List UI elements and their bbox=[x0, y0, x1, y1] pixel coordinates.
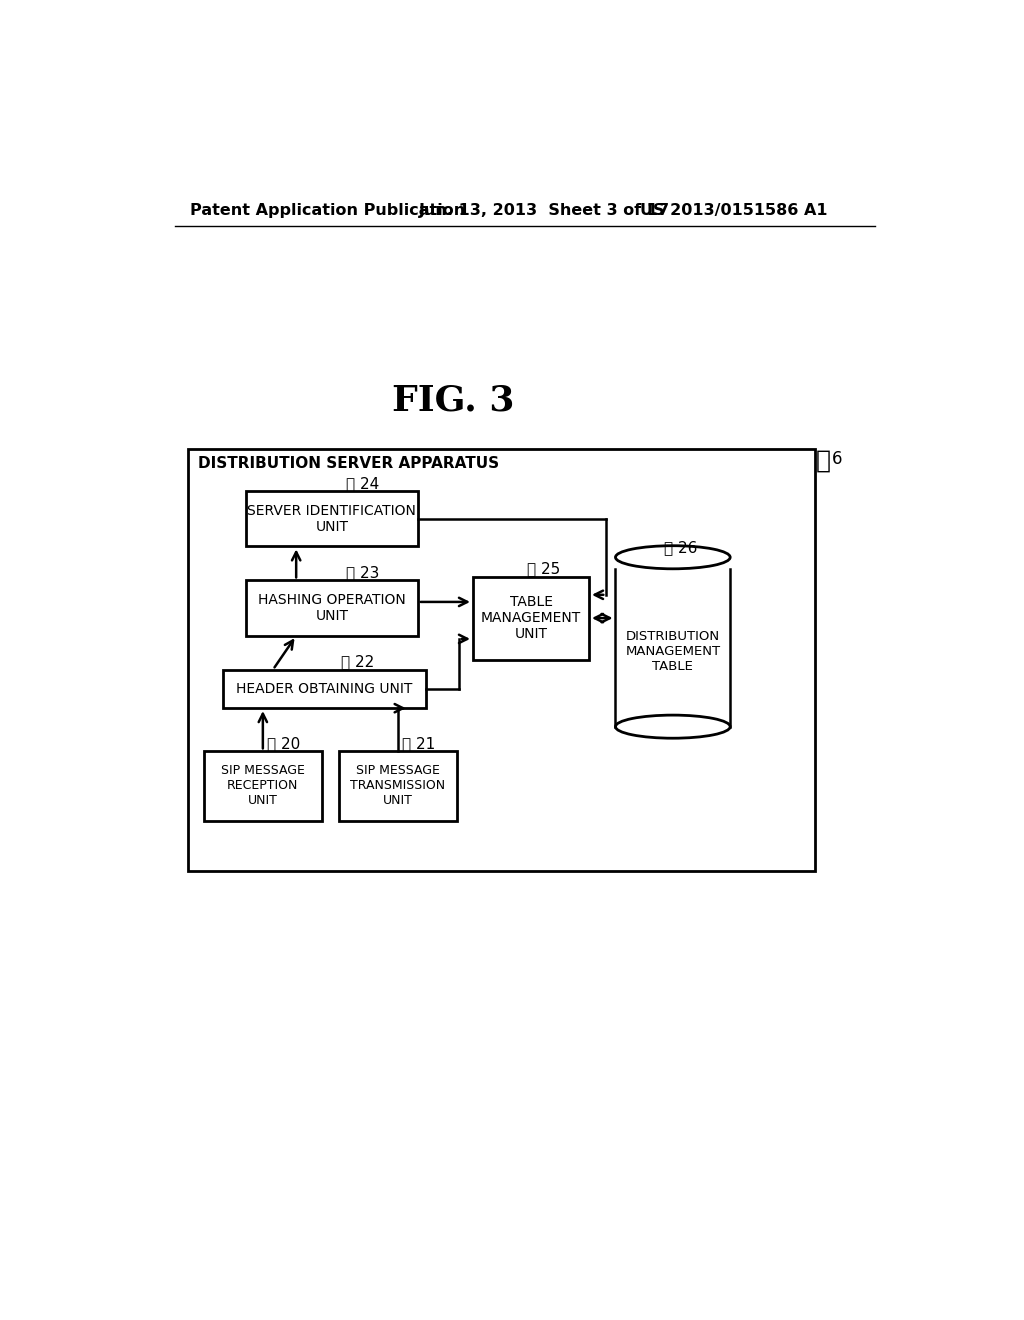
Bar bbox=[222, 669, 426, 708]
Bar bbox=[188, 450, 815, 871]
Bar bbox=[339, 751, 457, 821]
Text: FIG. 3: FIG. 3 bbox=[392, 384, 515, 418]
Text: ⎰ 25: ⎰ 25 bbox=[527, 561, 560, 577]
Bar bbox=[246, 491, 418, 546]
Text: Jun. 13, 2013  Sheet 3 of 17: Jun. 13, 2013 Sheet 3 of 17 bbox=[419, 203, 670, 218]
Text: Patent Application Publication: Patent Application Publication bbox=[190, 203, 465, 218]
Text: TABLE
MANAGEMENT
UNIT: TABLE MANAGEMENT UNIT bbox=[481, 595, 582, 642]
Bar bbox=[246, 581, 418, 636]
Text: ⎰ 24: ⎰ 24 bbox=[346, 475, 379, 491]
Bar bbox=[615, 569, 730, 726]
Text: ⎰ 23: ⎰ 23 bbox=[346, 565, 379, 581]
Bar bbox=[473, 577, 589, 660]
Text: SIP MESSAGE
TRANSMISSION
UNIT: SIP MESSAGE TRANSMISSION UNIT bbox=[350, 764, 445, 808]
Ellipse shape bbox=[615, 715, 730, 738]
Text: DISTRIBUTION SERVER APPARATUS: DISTRIBUTION SERVER APPARATUS bbox=[198, 455, 499, 471]
Text: ⎰ 21: ⎰ 21 bbox=[401, 737, 435, 751]
Text: ⎰ 22: ⎰ 22 bbox=[341, 655, 375, 669]
Text: ⎰: ⎰ bbox=[816, 449, 830, 473]
Text: SIP MESSAGE
RECEPTION
UNIT: SIP MESSAGE RECEPTION UNIT bbox=[221, 764, 305, 808]
Text: 6: 6 bbox=[831, 450, 842, 467]
Ellipse shape bbox=[615, 545, 730, 569]
Bar bbox=[204, 751, 322, 821]
Text: SERVER IDENTIFICATION
UNIT: SERVER IDENTIFICATION UNIT bbox=[248, 504, 417, 533]
Text: HEADER OBTAINING UNIT: HEADER OBTAINING UNIT bbox=[236, 682, 413, 696]
Text: DISTRIBUTION
MANAGEMENT
TABLE: DISTRIBUTION MANAGEMENT TABLE bbox=[626, 630, 721, 673]
Text: ⎰ 20: ⎰ 20 bbox=[266, 737, 300, 751]
Text: US 2013/0151586 A1: US 2013/0151586 A1 bbox=[640, 203, 827, 218]
Text: ⎰ 26: ⎰ 26 bbox=[664, 540, 697, 556]
Text: HASHING OPERATION
UNIT: HASHING OPERATION UNIT bbox=[258, 593, 406, 623]
